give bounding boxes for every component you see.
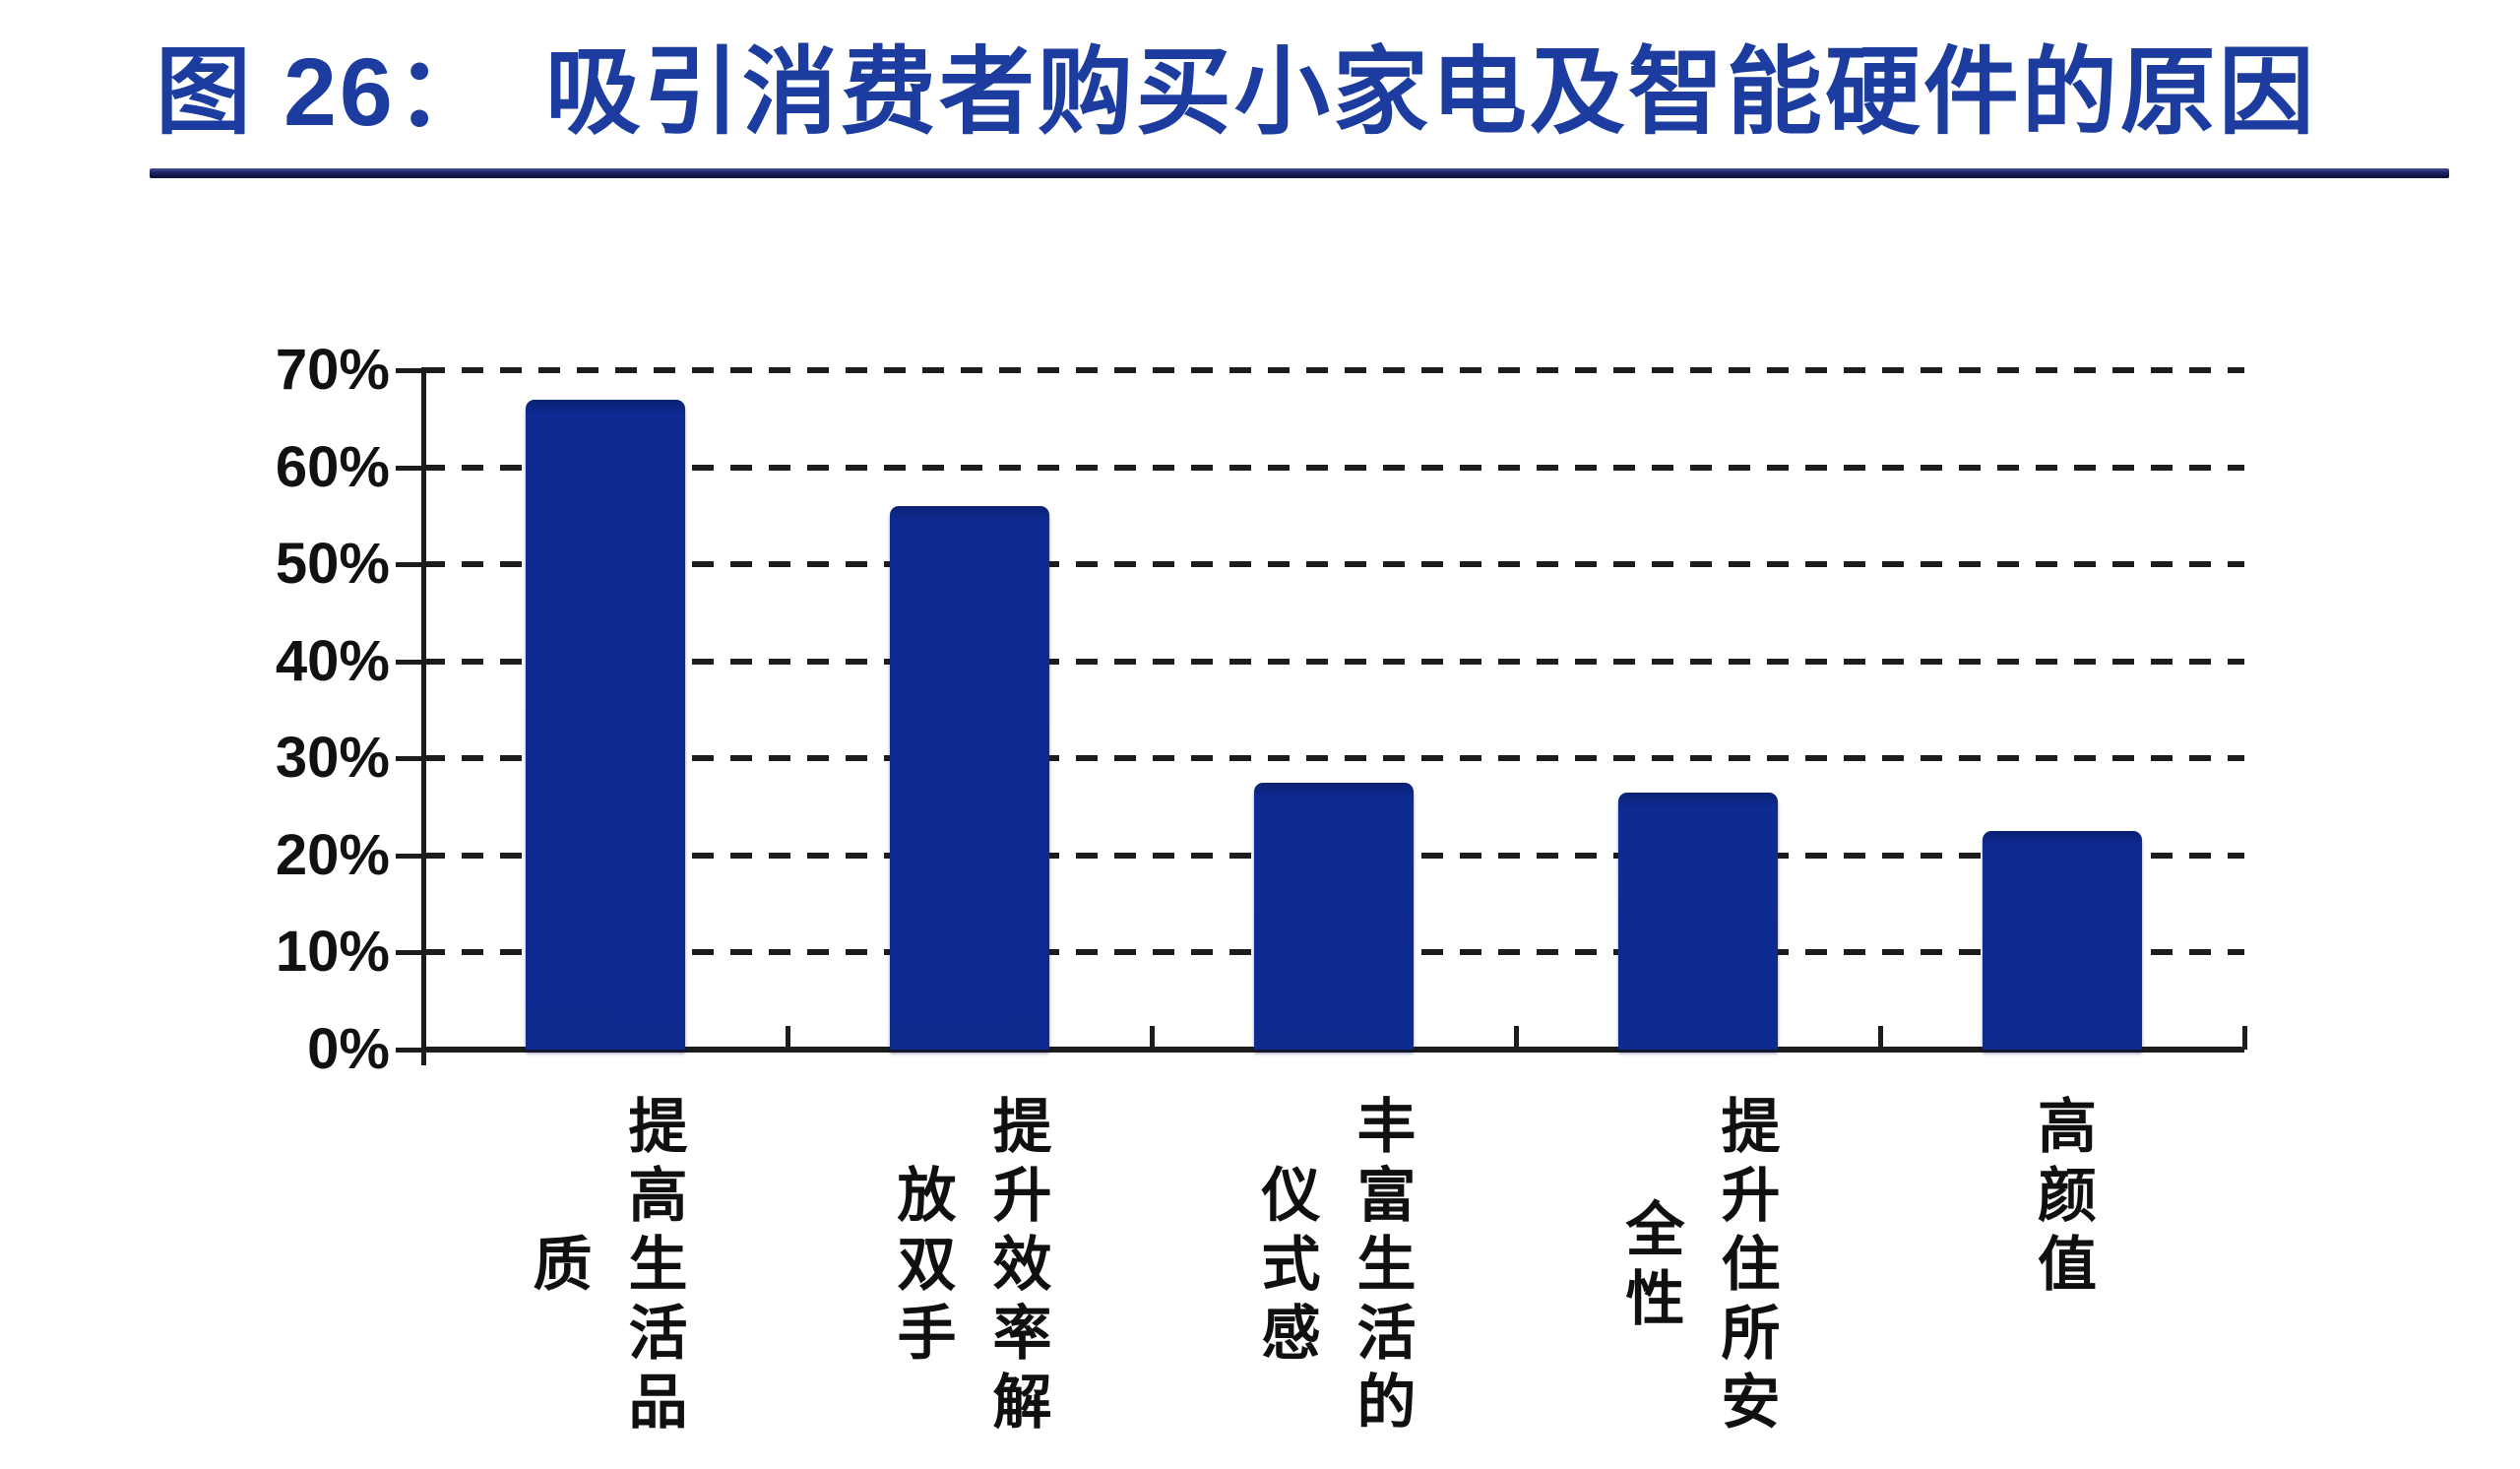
x-axis-label-column: 放双手 — [889, 1164, 955, 1371]
y-axis-tick-40 — [396, 659, 421, 665]
x-axis-label-column: 提高生活品 — [620, 1095, 686, 1439]
y-axis-label-0: 0% — [307, 1017, 390, 1081]
x-axis-label-column: 丰富生活的 — [1349, 1095, 1415, 1439]
y-axis-label-60: 60% — [275, 434, 390, 499]
y-axis-tick-50 — [396, 562, 421, 568]
title-underline — [150, 168, 2449, 178]
y-axis-label-30: 30% — [275, 726, 390, 791]
baseline-tick-4 — [1878, 1026, 1883, 1050]
gridline-60 — [423, 464, 2244, 471]
figure-title: 图 26： 吸引消费者购买小家电及智能硬件的原因 — [156, 37, 2317, 148]
x-axis-label-column: 提升住所安 — [1713, 1095, 1779, 1439]
x-axis-label-column: 提升效率解 — [984, 1095, 1050, 1439]
x-axis-label-提升住所安全性: 提升住所安 全性 — [1607, 1095, 1789, 1439]
x-axis-label-column: 质 — [525, 1233, 591, 1302]
x-axis-label-提升效率解放双手: 提升效率解 放双手 — [879, 1095, 1060, 1439]
y-axis-label-70: 70% — [275, 338, 390, 402]
y-axis-tick-70 — [396, 368, 421, 373]
y-axis-label-20: 20% — [275, 822, 390, 887]
baseline-tick-1 — [786, 1026, 790, 1050]
x-axis-labels: 提高生活品质 提升效率解 放双手 丰富生活的 仪式感 提升住所安 全性 高颜值 — [423, 1095, 2244, 1459]
bar-丰富生活的仪式感 — [1254, 782, 1414, 1050]
figure-number: 图 26： — [156, 38, 494, 146]
baseline-tick-5 — [2242, 1026, 2247, 1050]
gridline-30 — [423, 755, 2244, 762]
y-axis-label-50: 50% — [275, 532, 390, 597]
baseline-tick-3 — [1514, 1026, 1519, 1050]
x-axis-label-高颜值: 高颜值 — [2020, 1095, 2106, 1302]
gridline-40 — [423, 658, 2244, 665]
y-axis-line — [421, 367, 426, 1065]
x-axis-label-提高生活品质: 提高生活品质 — [515, 1095, 696, 1439]
y-axis-tick-60 — [396, 465, 421, 471]
plot-area: 0% 10% 20% 30% 40% 50% 60% 70% — [276, 338, 2247, 1081]
y-axis-tick-20 — [396, 853, 421, 859]
y-axis-tick-30 — [396, 756, 421, 762]
gridline-50 — [423, 561, 2244, 568]
x-axis-label-column: 仪式感 — [1253, 1164, 1319, 1371]
y-axis-tick-10 — [396, 950, 421, 956]
bar-提高生活品质 — [526, 399, 685, 1050]
bar-提升效率解放双手 — [890, 506, 1049, 1050]
y-axis-label-10: 10% — [275, 920, 390, 985]
baseline-tick-2 — [1150, 1026, 1155, 1050]
figure-title-text: 吸引消费者购买小家电及智能硬件的原因 — [544, 38, 2317, 146]
bar-提升住所安全性 — [1618, 792, 1778, 1050]
bar-高颜值 — [1983, 831, 2142, 1050]
gridline-70 — [423, 367, 2244, 373]
x-axis-baseline — [423, 1047, 2244, 1053]
x-axis-label-column: 高颜值 — [2029, 1095, 2096, 1302]
x-axis-label-column: 全性 — [1617, 1198, 1683, 1336]
y-axis-label-40: 40% — [275, 628, 390, 693]
x-axis-label-丰富生活的仪式感: 丰富生活的 仪式感 — [1243, 1095, 1424, 1439]
y-axis-tick-0 — [396, 1048, 421, 1053]
